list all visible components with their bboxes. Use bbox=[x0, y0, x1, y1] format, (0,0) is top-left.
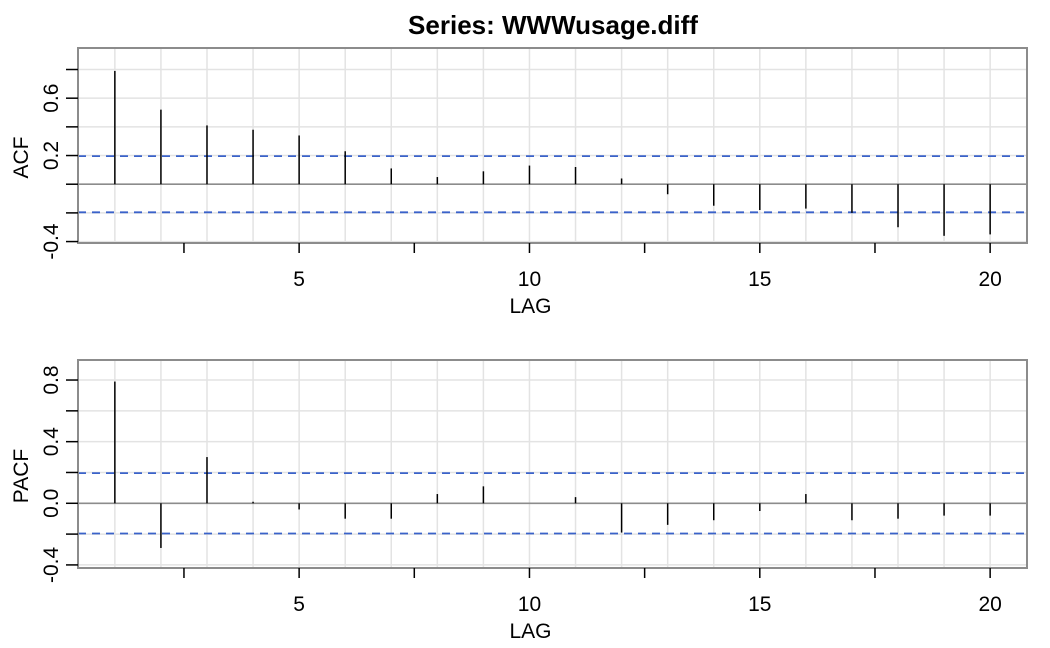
pacf-panel: 0.8 0.4 0.0 -0.4 5 10 15 20 LAG PACF bbox=[10, 359, 1028, 643]
x-tick-label: 5 bbox=[293, 593, 305, 616]
y-axis-label: PACF bbox=[10, 449, 33, 503]
plot-frame bbox=[77, 47, 1028, 244]
y-axis-label: ACF bbox=[10, 137, 33, 179]
x-tick-label: 10 bbox=[518, 268, 541, 291]
x-axis-label: LAG bbox=[509, 620, 551, 643]
plot-frame bbox=[77, 359, 1028, 569]
y-tick-label: 0.2 bbox=[40, 141, 63, 170]
x-tick-label: 15 bbox=[748, 268, 771, 291]
acf-panel: 0.6 0.2 -0.4 5 10 15 20 LAG ACF bbox=[10, 47, 1028, 318]
y-tick-label: 0.6 bbox=[40, 84, 63, 113]
y-tick-label: 0.0 bbox=[40, 489, 63, 518]
y-tick-label: 0.4 bbox=[40, 427, 63, 457]
x-axis-label: LAG bbox=[509, 295, 551, 318]
x-tick-label: 20 bbox=[978, 593, 1001, 616]
x-tick-label: 5 bbox=[293, 268, 305, 291]
y-tick-label: 0.8 bbox=[40, 365, 63, 394]
x-tick-label: 15 bbox=[748, 593, 771, 616]
y-tick-label: -0.4 bbox=[40, 547, 63, 584]
x-tick-label: 20 bbox=[978, 268, 1001, 291]
chart-title: Series: WWWusage.diff bbox=[408, 10, 698, 40]
x-tick-label: 10 bbox=[518, 593, 541, 616]
y-tick-label: -0.4 bbox=[40, 223, 63, 260]
